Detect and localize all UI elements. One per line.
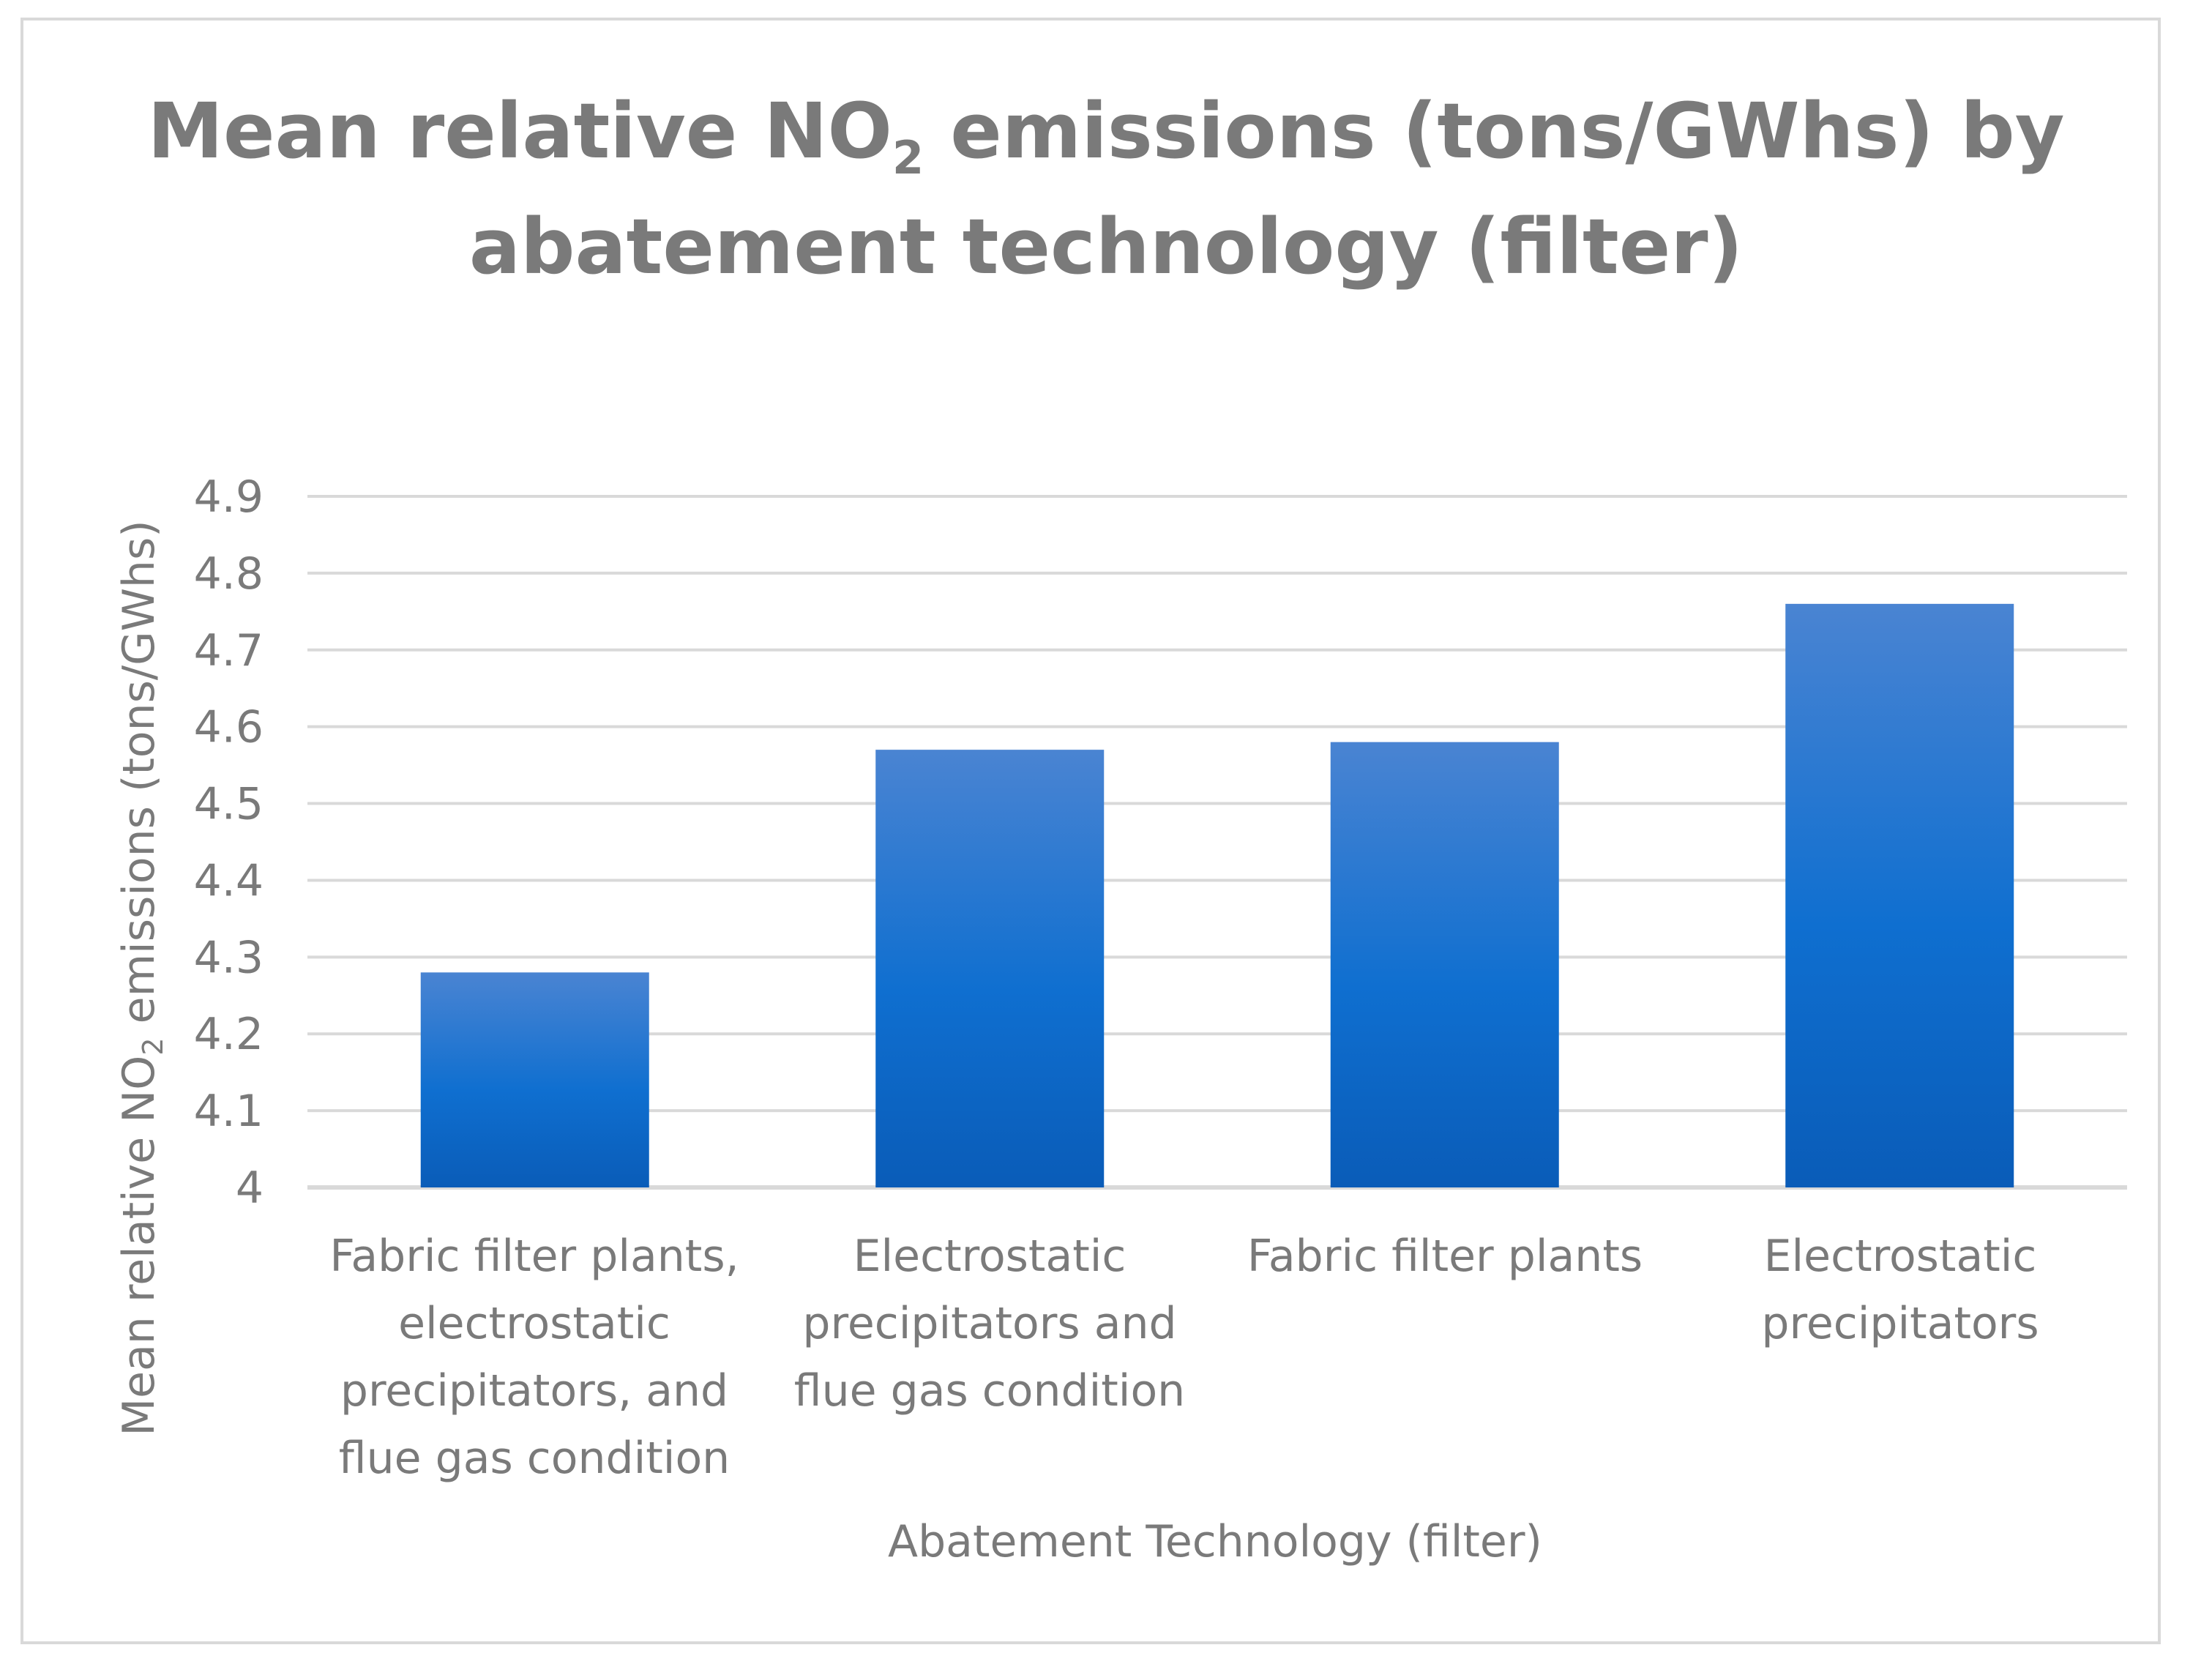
bar — [875, 750, 1105, 1187]
y-tick-label: 4.3 — [194, 932, 264, 983]
bar — [1785, 603, 2014, 1187]
title-text-before: Mean relative NO — [147, 86, 892, 176]
bar — [1330, 742, 1559, 1187]
y-tick-label: 4.1 — [194, 1086, 264, 1137]
y-tick-label: 4 — [236, 1163, 264, 1214]
y-tick-label: 4.7 — [194, 625, 264, 676]
y-tick-label: 4.9 — [194, 471, 264, 523]
title-subscript: 2 — [892, 131, 924, 184]
x-tick-label: Electrostatic precipitators — [1761, 1231, 2039, 1349]
y-tick-label: 4.6 — [194, 702, 264, 753]
x-tick-label: Fabric filter plants — [1247, 1231, 1643, 1282]
x-tick-label: Electrostatic precipitators and flue gas… — [793, 1231, 1186, 1417]
title-text-after: emissions (tons/GWhs) by abatement techn… — [468, 86, 2065, 291]
y-tick-label: 4.8 — [194, 548, 264, 600]
x-tick-label: Fabric filter plants, electrostatic prec… — [329, 1231, 739, 1484]
y-tick-label: 4.4 — [194, 855, 264, 906]
bar — [420, 972, 649, 1187]
y-tick-label: 4.5 — [194, 779, 264, 830]
y-tick-label: 4.2 — [194, 1009, 264, 1060]
x-axis-label: Abatement Technology (filter) — [888, 1516, 1542, 1567]
chart-title: Mean relative NO2 emissions (tons/GWhs) … — [0, 73, 2212, 305]
